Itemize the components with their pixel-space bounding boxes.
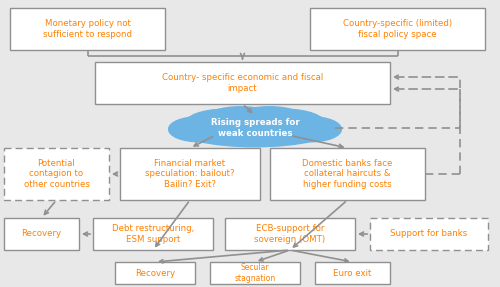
Text: Country- specific economic and fiscal
impact: Country- specific economic and fiscal im… bbox=[162, 73, 323, 93]
FancyBboxPatch shape bbox=[370, 218, 488, 250]
Ellipse shape bbox=[204, 107, 277, 132]
FancyBboxPatch shape bbox=[10, 8, 165, 50]
FancyBboxPatch shape bbox=[4, 218, 79, 250]
Text: Potential
contagion to
other countries: Potential contagion to other countries bbox=[24, 159, 90, 189]
FancyBboxPatch shape bbox=[95, 62, 390, 104]
Ellipse shape bbox=[280, 117, 342, 142]
Ellipse shape bbox=[184, 109, 264, 139]
Text: Domestic banks face
collateral haircuts &
higher funding costs: Domestic banks face collateral haircuts … bbox=[302, 159, 392, 189]
Text: ECB-support for
sovereign (OMT): ECB-support for sovereign (OMT) bbox=[254, 224, 326, 244]
Text: Euro exit: Euro exit bbox=[334, 269, 372, 278]
FancyBboxPatch shape bbox=[93, 218, 213, 250]
FancyBboxPatch shape bbox=[115, 262, 195, 284]
FancyBboxPatch shape bbox=[310, 8, 485, 50]
Text: Rising spreads for
weak countries: Rising spreads for weak countries bbox=[210, 118, 300, 138]
Text: Debt restructuring,
ESM support: Debt restructuring, ESM support bbox=[112, 224, 194, 244]
Text: Recovery: Recovery bbox=[135, 269, 175, 278]
FancyBboxPatch shape bbox=[315, 262, 390, 284]
Ellipse shape bbox=[168, 117, 230, 142]
Text: Support for banks: Support for banks bbox=[390, 230, 468, 238]
Ellipse shape bbox=[234, 107, 306, 132]
Text: Financial market
speculation: bailout?
Bailin? Exit?: Financial market speculation: bailout? B… bbox=[145, 159, 235, 189]
Text: Recovery: Recovery bbox=[22, 230, 62, 238]
FancyBboxPatch shape bbox=[210, 262, 300, 284]
Ellipse shape bbox=[246, 109, 326, 139]
Text: Country-specific (limited)
fiscal policy space: Country-specific (limited) fiscal policy… bbox=[343, 19, 452, 39]
Ellipse shape bbox=[175, 109, 335, 147]
FancyBboxPatch shape bbox=[120, 148, 260, 200]
Text: Secular
stagnation: Secular stagnation bbox=[234, 263, 276, 283]
Text: Monetary policy not
sufficient to respond: Monetary policy not sufficient to respon… bbox=[43, 19, 132, 39]
FancyBboxPatch shape bbox=[225, 218, 355, 250]
FancyBboxPatch shape bbox=[4, 148, 109, 200]
FancyBboxPatch shape bbox=[270, 148, 425, 200]
